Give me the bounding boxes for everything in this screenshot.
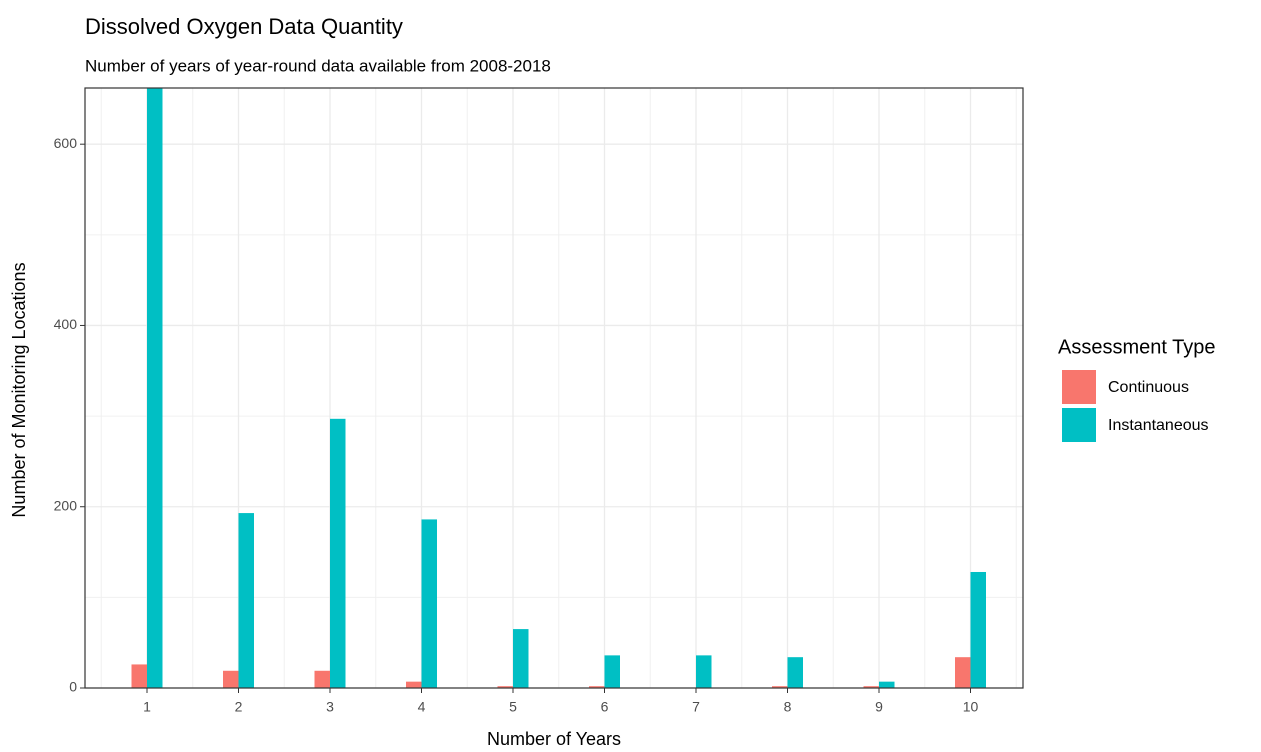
bar	[970, 571, 986, 688]
legend-label: Instantaneous	[1108, 417, 1209, 434]
bar	[223, 670, 239, 688]
legend-swatch	[1062, 370, 1096, 404]
x-tick-label: 5	[509, 699, 517, 715]
bar	[604, 655, 620, 688]
y-tick-label: 400	[54, 316, 78, 332]
axes: 0 200 400 600 1 2 3 4 5 6 7 8 9 10	[54, 135, 979, 715]
chart-title: Dissolved Oxygen Data Quantity	[85, 14, 403, 39]
bar	[497, 686, 513, 688]
chart-subtitle: Number of years of year-round data avail…	[85, 56, 551, 75]
x-tick-label: 9	[875, 699, 883, 715]
x-axis-label: Number of Years	[487, 729, 621, 749]
bar	[513, 629, 529, 688]
bar	[879, 681, 895, 688]
bar	[772, 686, 788, 688]
grid	[85, 88, 1023, 689]
x-tick-label: 2	[235, 699, 243, 715]
bar	[787, 657, 803, 688]
x-tick-label: 1	[143, 699, 151, 715]
bar	[406, 681, 422, 688]
legend-label: Continuous	[1108, 379, 1189, 396]
legend-swatch	[1062, 408, 1096, 442]
x-tick-label: 4	[418, 699, 426, 715]
x-tick-label: 3	[326, 699, 334, 715]
bar	[131, 664, 147, 688]
y-tick-label: 200	[54, 497, 78, 513]
y-axis-label: Number of Monitoring Locations	[9, 262, 29, 517]
x-tick-label: 6	[601, 699, 609, 715]
bar	[314, 670, 330, 688]
bar	[955, 657, 971, 688]
bar	[863, 686, 879, 688]
bar	[238, 513, 254, 688]
bars	[131, 88, 986, 688]
x-tick-label: 10	[963, 699, 979, 715]
x-tick-label: 7	[692, 699, 700, 715]
bar	[147, 88, 163, 688]
legend-title: Assessment Type	[1058, 336, 1215, 358]
panel-border	[84, 87, 1024, 689]
bar	[696, 655, 712, 688]
bar	[330, 418, 346, 688]
bar	[421, 519, 437, 688]
y-tick-label: 600	[54, 135, 78, 151]
x-tick-label: 8	[784, 699, 792, 715]
y-tick-label: 0	[69, 679, 77, 695]
bar	[589, 686, 605, 688]
